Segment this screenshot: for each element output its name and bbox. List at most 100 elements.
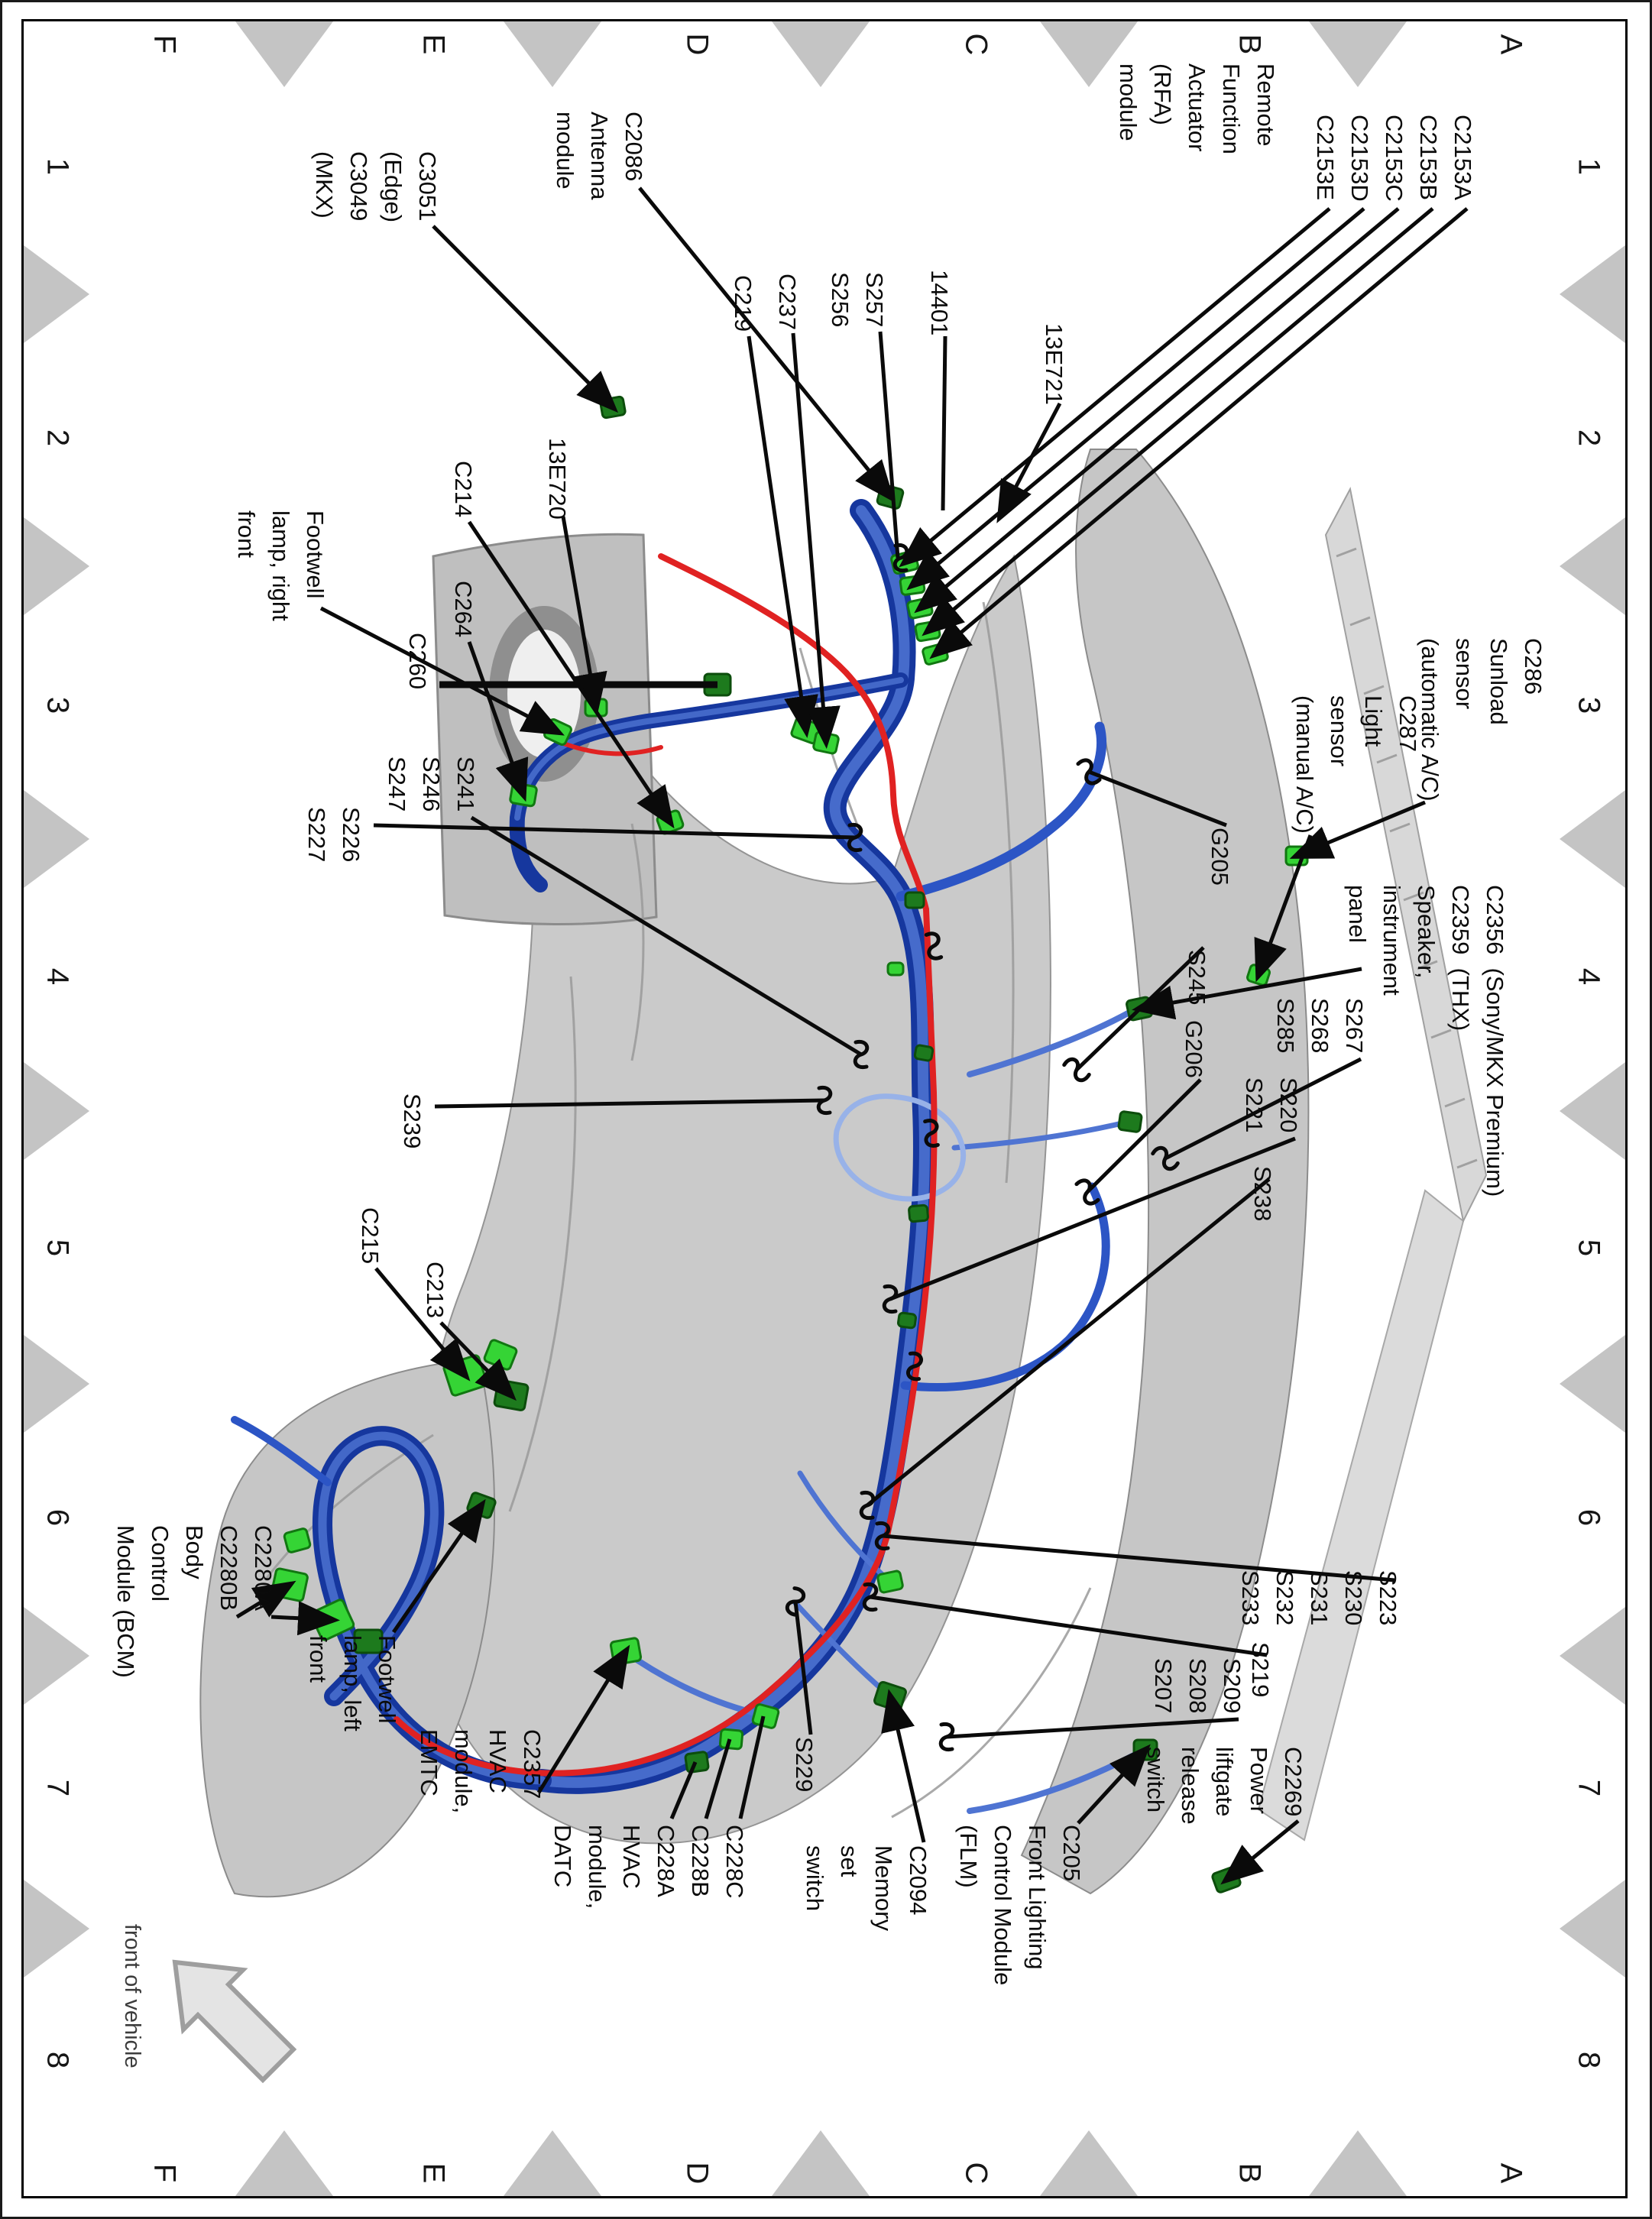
leader-line-c2153 — [929, 207, 1469, 659]
grid-triangle — [24, 1880, 89, 1978]
leader-line-n14401 — [941, 335, 947, 511]
grid-letter-B-right: B — [1233, 2162, 1267, 2184]
grid-number-2-bottom: 2 — [40, 429, 75, 447]
connector-blob — [876, 1569, 904, 1594]
leader-line-s226 — [373, 823, 856, 840]
callout-e13720: 13E720 — [544, 438, 571, 520]
grid-number-3-top: 3 — [1572, 696, 1606, 714]
leader-line-c2153 — [922, 207, 1434, 637]
connector-blob — [684, 1751, 710, 1774]
grid-triangle — [1040, 2130, 1138, 2196]
grid-triangle — [504, 2130, 601, 2196]
connector-blob — [897, 1311, 917, 1330]
leader-line-c3051 — [432, 225, 619, 413]
grid-triangle — [24, 1335, 89, 1433]
grid-number-8-bottom: 8 — [40, 2051, 75, 2069]
leader-line-c2153 — [899, 207, 1331, 568]
grid-number-2-top: 2 — [1572, 429, 1606, 447]
leader-line-s219 — [870, 1595, 1268, 1657]
grid-number-1-bottom: 1 — [40, 157, 75, 176]
callout-c219: C219 — [730, 275, 756, 332]
grid-triangle — [772, 21, 870, 87]
leader-line-c214 — [467, 520, 675, 829]
leader-line-c286 — [1289, 800, 1426, 859]
callout-c260: C260 — [404, 633, 431, 690]
grid-letter-C-right: C — [959, 2162, 993, 2185]
leader-line-c228 — [669, 1761, 698, 1819]
connector-blob — [718, 1728, 744, 1751]
leader-line-e13720 — [561, 516, 607, 715]
connector-blob — [283, 1527, 312, 1553]
connector-blob — [904, 891, 925, 909]
callout-c2269: C2269 Power liftgate release switch — [1142, 1747, 1307, 1825]
leader-line-e13721 — [996, 402, 1062, 523]
leader-line-s257 — [878, 331, 900, 559]
grid-letter-B-left: B — [1233, 34, 1267, 55]
callout-g205: G205 — [1207, 828, 1233, 886]
leader-line-g206 — [1086, 1078, 1202, 1194]
callout-s209: S209 S208 S207 — [1150, 1658, 1245, 1714]
grid-letter-F-left: F — [147, 34, 182, 54]
leader-line-s223 — [882, 1534, 1395, 1582]
callout-s219: S219 — [1247, 1642, 1274, 1698]
grid-triangle — [235, 21, 333, 87]
grid-number-7-bottom: 7 — [40, 1779, 75, 1797]
callout-c237: C237 — [774, 274, 801, 331]
leader-line-c228 — [738, 1715, 766, 1819]
leader-line-s238 — [866, 1178, 1271, 1507]
leader-line-c287 — [1254, 834, 1313, 983]
connector-blob — [886, 961, 905, 977]
callout-s229: S229 — [791, 1737, 818, 1793]
leader-line-c2153 — [906, 207, 1365, 591]
callout-c214: C214 — [450, 461, 477, 518]
grid-triangle — [1560, 1607, 1625, 1705]
splice-clip-icon — [924, 931, 944, 960]
callout-s238: S238 — [1249, 1166, 1276, 1222]
grid-triangle — [1560, 517, 1625, 615]
callout-c228: C228C C228B C228A HVAC module, DATC — [549, 1825, 748, 1910]
callout-n14401: 14401 — [926, 270, 953, 336]
leader-line-c2356 — [1132, 967, 1362, 1020]
leader-line-s209 — [946, 1717, 1239, 1739]
leader-line-bcm — [270, 1601, 340, 1636]
callout-c3051: C3051 (Edge) C3049 (MKX) — [311, 151, 441, 223]
callout-s245: S245 — [1184, 950, 1210, 1006]
leader-line-g205 — [1088, 769, 1227, 828]
grid-triangle — [504, 21, 601, 87]
splice-clip-icon — [906, 1351, 923, 1382]
grid-number-6-top: 6 — [1572, 1508, 1606, 1527]
grid-letter-E-left: E — [416, 34, 451, 55]
leader-line-c2086 — [638, 186, 896, 503]
leader-line-s241 — [470, 815, 863, 1057]
callout-rfa-module: Remote Function Actuator (RFA) module — [1115, 63, 1279, 154]
callout-s257: S257 S256 — [827, 272, 888, 328]
leader-line-c237 — [791, 332, 841, 749]
grid-number-8-top: 8 — [1572, 2051, 1606, 2069]
leader-line-c2357 — [536, 1644, 630, 1794]
grid-letter-D-right: D — [680, 2162, 714, 2185]
leader-line-s229 — [793, 1601, 813, 1735]
connector-blob — [353, 1628, 384, 1654]
grid-letter-F-right: F — [147, 2163, 182, 2183]
harness-artwork — [24, 21, 1625, 2196]
grid-triangle — [1560, 790, 1625, 888]
callout-c2094: C2094 Memory set switch — [802, 1845, 931, 1931]
grid-triangle — [24, 1062, 89, 1160]
leader-line-c228 — [704, 1738, 732, 1819]
grid-number-3-bottom: 3 — [40, 696, 75, 714]
callout-c2086: C2086 Antenna module — [552, 112, 647, 200]
grid-letter-C-left: C — [959, 33, 993, 56]
leader-line-c213 — [439, 1321, 517, 1401]
leader-line-c264 — [467, 641, 529, 802]
callout-s241: S241 S246 S247 — [384, 756, 479, 812]
callout-c2357: C2357 HVAC module, EMTC — [416, 1729, 546, 1814]
rotated-landscape-sheet: A A B B C C D D E E F F 1 1 2 2 3 3 4 4 5 5 6 6 7 7 8 8 C2153A C215… — [21, 19, 1628, 2198]
grid-triangle — [772, 2130, 870, 2196]
callout-c264: C264 — [450, 581, 477, 638]
leader-line-s239 — [434, 1098, 825, 1109]
leader-line-s267 — [1164, 1057, 1362, 1161]
grid-letter-E-right: E — [416, 2162, 451, 2184]
grid-triangle — [1560, 1335, 1625, 1433]
leader-line-c205 — [1077, 1744, 1151, 1825]
